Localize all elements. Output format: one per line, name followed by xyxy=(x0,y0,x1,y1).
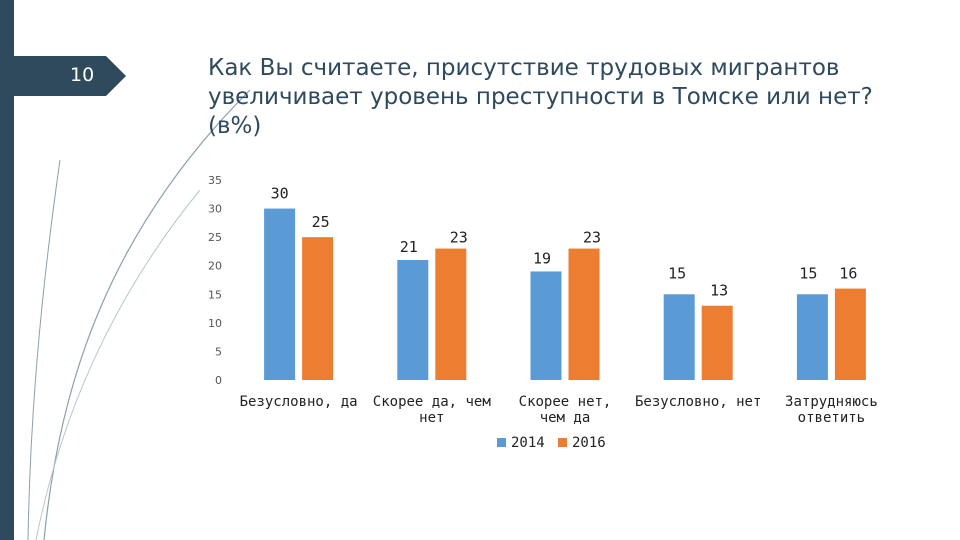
y-tick-label: 35 xyxy=(208,174,222,187)
legend-swatch-2016 xyxy=(558,438,567,447)
data-label-2016: 23 xyxy=(450,229,468,247)
title-line: (в%) xyxy=(208,113,262,139)
x-category-label: чем да xyxy=(540,410,591,426)
y-tick-label: 10 xyxy=(208,317,222,330)
bar-2016 xyxy=(302,237,334,380)
x-category-label: Затрудняюсь xyxy=(785,394,878,410)
y-tick-label: 5 xyxy=(215,345,222,358)
bar-2016 xyxy=(568,248,600,380)
x-category-label: ответить xyxy=(798,410,865,426)
x-category-label: Безусловно, да xyxy=(240,394,358,410)
data-label-2014: 15 xyxy=(799,264,817,282)
bar-2014 xyxy=(397,260,429,380)
slide-title: Как Вы считаете, присутствие трудовых ми… xyxy=(208,54,908,141)
x-category-label: Безусловно, нет xyxy=(635,394,761,410)
bar-2014 xyxy=(264,208,296,380)
data-label-2014: 21 xyxy=(400,238,418,256)
y-tick-label: 20 xyxy=(208,260,222,273)
bar-2016 xyxy=(834,288,866,380)
bar-2014 xyxy=(663,294,695,380)
bar-2016 xyxy=(435,248,467,380)
left-accent-bar xyxy=(0,0,14,540)
data-label-2016: 23 xyxy=(583,229,601,247)
bar-2016 xyxy=(701,305,733,380)
legend-label-2016: 2016 xyxy=(572,435,606,451)
data-label-2014: 15 xyxy=(668,264,686,282)
title-line: увеличивает уровень преступности в Томск… xyxy=(208,84,873,110)
x-category-label: Скорее нет, xyxy=(519,394,612,410)
data-label-2014: 30 xyxy=(271,185,289,203)
title-line: Как Вы считаете, присутствие трудовых ми… xyxy=(208,55,840,81)
data-label-2016: 25 xyxy=(312,213,330,231)
slide-number-badge xyxy=(14,56,126,96)
y-tick-label: 30 xyxy=(208,203,222,216)
decorative-curves xyxy=(27,89,251,540)
y-tick-label: 15 xyxy=(208,288,222,301)
y-tick-label: 25 xyxy=(208,231,222,244)
x-category-label: нет xyxy=(419,410,444,426)
legend-label-2014: 2014 xyxy=(511,435,545,451)
y-tick-label: 0 xyxy=(215,374,222,387)
data-label-2014: 19 xyxy=(533,249,551,267)
slide-number: 10 xyxy=(70,64,95,86)
data-label-2016: 13 xyxy=(710,282,728,300)
x-category-label: Скорее да, чем xyxy=(373,394,492,410)
bar-2014 xyxy=(796,294,828,380)
bar-2014 xyxy=(530,271,562,380)
data-label-2016: 16 xyxy=(839,265,857,283)
legend-swatch-2014 xyxy=(497,438,506,447)
